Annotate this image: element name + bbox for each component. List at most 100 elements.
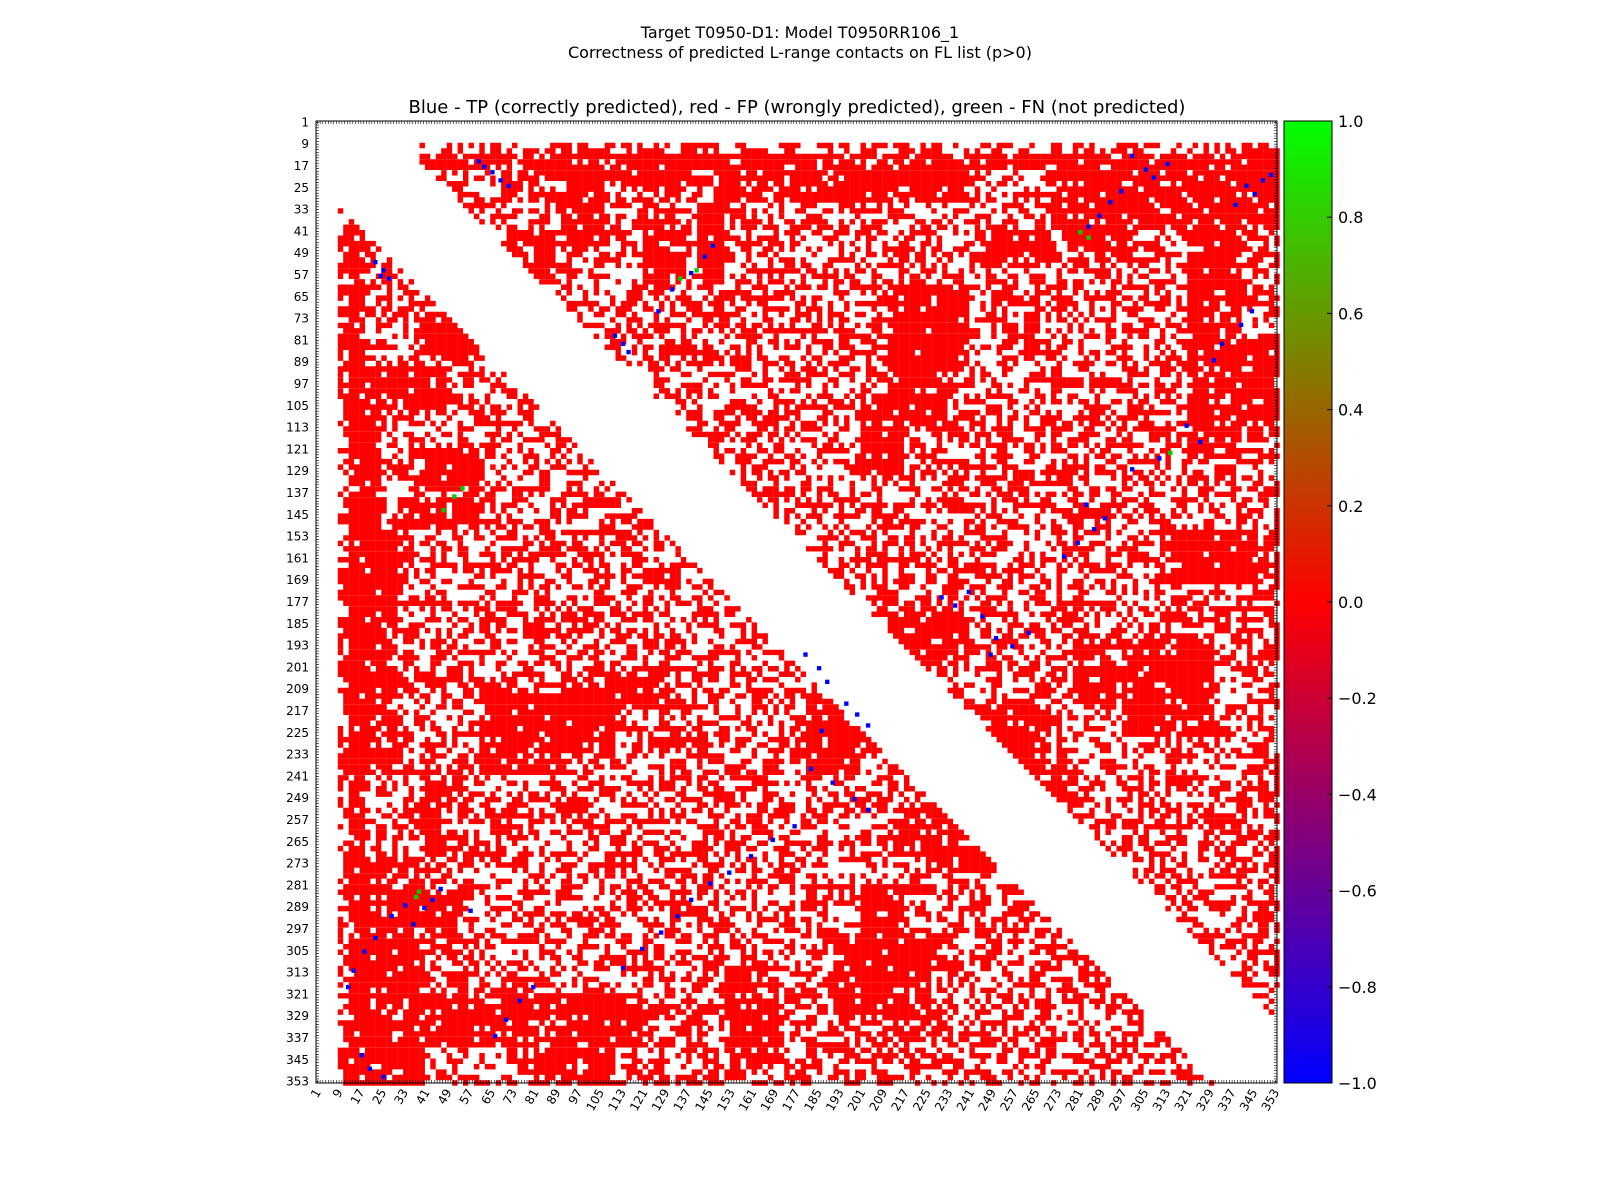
- tp-cell: [675, 914, 680, 919]
- tp-cell: [1119, 189, 1124, 194]
- y-tick-label: 129: [286, 464, 309, 478]
- tp-cell: [1244, 183, 1249, 189]
- tp-cell: [688, 270, 694, 276]
- tp-cell: [351, 968, 356, 973]
- tp-cell: [953, 603, 958, 608]
- fn-cell: [441, 507, 446, 513]
- y-tick-label: 97: [294, 377, 309, 391]
- tp-cell: [1129, 467, 1135, 472]
- tp-cell: [492, 1033, 498, 1039]
- tp-cell: [816, 666, 822, 671]
- tp-cell: [852, 796, 857, 802]
- tp-cell: [378, 273, 383, 278]
- tp-cell: [1219, 341, 1225, 347]
- tp-cell: [656, 309, 661, 314]
- colorbar-tick-label: 1.0: [1338, 112, 1363, 131]
- tp-cell: [1198, 439, 1203, 445]
- x-tick-label: 249: [976, 1087, 1000, 1114]
- figure-suptitle-line2: Correctness of predicted L-range contact…: [568, 43, 1032, 62]
- y-tick-label: 25: [294, 181, 309, 195]
- tp-cell: [748, 854, 754, 859]
- fn-cell: [678, 276, 683, 281]
- y-tick-label: 137: [286, 486, 309, 500]
- tp-cell: [1151, 175, 1157, 180]
- y-tick-label: 121: [286, 442, 309, 456]
- tp-cell: [482, 164, 487, 169]
- tp-cell: [1260, 178, 1266, 183]
- x-tick-label: 169: [758, 1087, 782, 1114]
- tp-cell: [980, 614, 985, 619]
- x-tick-label: 1: [308, 1087, 324, 1101]
- tp-cell: [422, 905, 427, 911]
- y-tick-label: 241: [286, 769, 309, 783]
- tp-cell: [988, 652, 993, 657]
- y-tick-label: 1: [301, 115, 309, 129]
- y-tick-label: 81: [294, 333, 309, 347]
- y-tick-label: 281: [286, 878, 309, 892]
- x-tick-label: 265: [1019, 1087, 1043, 1114]
- x-tick-label: 33: [391, 1087, 411, 1107]
- x-tick-label: 105: [584, 1087, 608, 1114]
- colorbar-tick-label: −0.2: [1338, 689, 1377, 708]
- x-tick-label: 153: [714, 1087, 738, 1114]
- x-tick-label: 201: [845, 1087, 869, 1114]
- tp-cell: [770, 837, 775, 843]
- colorbar-bar: [1283, 120, 1333, 1084]
- tp-cell: [1108, 200, 1113, 205]
- fn-cell: [414, 894, 419, 900]
- tp-cell: [373, 935, 378, 941]
- tp-cell: [855, 712, 860, 717]
- x-tick-label: 241: [954, 1087, 978, 1114]
- y-tick-label: 41: [294, 224, 309, 238]
- tp-cell: [939, 595, 944, 600]
- y-tick-label: 153: [286, 530, 309, 544]
- tp-cell: [620, 965, 626, 971]
- tp-cell: [359, 1053, 364, 1058]
- tp-cell: [1010, 644, 1015, 649]
- y-tick-label: 73: [294, 312, 309, 326]
- tp-cell: [531, 984, 536, 990]
- y-tick-label: 297: [286, 922, 309, 936]
- tp-cell: [430, 897, 435, 903]
- tp-cell: [367, 1066, 373, 1072]
- y-tick-label: 329: [286, 1009, 309, 1023]
- y-tick-label: 49: [294, 246, 309, 260]
- y-tick-label: 161: [286, 551, 309, 565]
- colorbar-tick-label: 0.8: [1338, 208, 1363, 227]
- y-tick-label: 265: [286, 835, 309, 849]
- y-tick-label: 89: [294, 355, 309, 369]
- fn-cell: [460, 486, 465, 491]
- y-tick-label: 185: [286, 617, 309, 631]
- tp-cell: [1252, 191, 1257, 197]
- tp-cell: [345, 984, 351, 990]
- y-tick-label: 145: [286, 508, 309, 522]
- x-tick-label: 41: [413, 1087, 433, 1107]
- colorbar-tick-label: 0.2: [1338, 497, 1363, 516]
- colorbar-tick-label: −1.0: [1338, 1074, 1377, 1093]
- tp-cell: [438, 886, 443, 892]
- y-tick-label: 105: [286, 399, 309, 413]
- x-tick-label: 217: [888, 1087, 912, 1114]
- y-tick-label: 225: [286, 726, 309, 740]
- x-tick-label: 305: [1128, 1087, 1152, 1114]
- x-tick-label: 273: [1041, 1087, 1065, 1114]
- colorbar: 1.0 0.8 0.6 0.4 0.2 0.0 −0.2 −0.4 −0.6 −0.8 −1.0: [1283, 112, 1377, 1093]
- tp-cell: [803, 652, 808, 657]
- y-tick-label: 17: [294, 159, 309, 173]
- x-tick-label: 329: [1193, 1087, 1217, 1114]
- x-tick-label: 9: [330, 1087, 346, 1101]
- x-tick-label: 185: [801, 1087, 825, 1114]
- tp-cell: [403, 903, 408, 908]
- tp-cell: [1238, 322, 1244, 328]
- tp-cell: [993, 636, 999, 641]
- tp-cell: [373, 259, 378, 265]
- y-tick-label: 65: [294, 290, 309, 304]
- y-tick-label: 177: [286, 595, 309, 609]
- fn-cell: [452, 494, 457, 499]
- y-tick-label: 57: [294, 268, 309, 282]
- x-tick-label: 297: [1106, 1087, 1130, 1114]
- tp-cell: [506, 183, 511, 189]
- tp-cell: [819, 728, 824, 734]
- tp-cell: [468, 908, 473, 913]
